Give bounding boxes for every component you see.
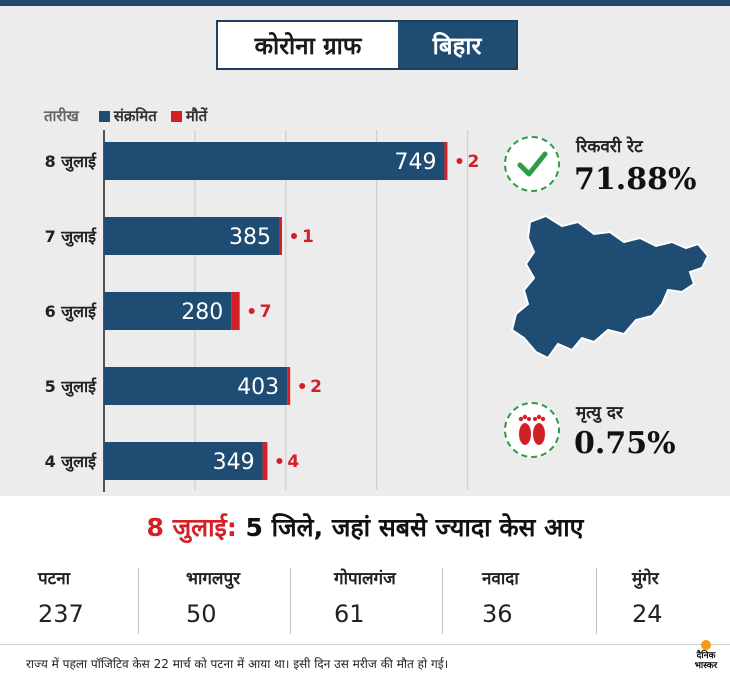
top-accent-bar bbox=[0, 0, 730, 6]
district-value: 50 bbox=[186, 600, 217, 628]
district-name: नवादा bbox=[482, 569, 519, 589]
district-value: 36 bbox=[482, 600, 513, 628]
brand-logo: दैनिक भास्कर bbox=[686, 640, 726, 671]
districts-list: पटना 237 भागलपुर 50 गोपालगंज 61 नवादा 36… bbox=[0, 562, 730, 642]
districts-title-date: 8 जुलाई: bbox=[146, 513, 237, 542]
infected-value-label: 403 bbox=[237, 375, 279, 400]
bihar-map-icon bbox=[510, 214, 710, 360]
logo-line-1: दैनिक bbox=[696, 651, 716, 661]
deaths-value-label: 4 bbox=[287, 452, 299, 472]
chart-legend: तारीख संक्रमित मौतें bbox=[44, 106, 221, 126]
death-dot bbox=[291, 233, 297, 239]
deaths-value-label: 2 bbox=[467, 152, 479, 172]
deaths-value-label: 7 bbox=[260, 302, 272, 322]
legend-infected-label: संक्रमित bbox=[113, 107, 157, 125]
title-box: कोरोना ग्राफ बिहार bbox=[216, 20, 518, 70]
category-label: 5 जुलाई bbox=[45, 377, 98, 397]
death-dot bbox=[276, 458, 283, 464]
district-name: गोपालगंज bbox=[334, 569, 396, 589]
deaths-value-label: 1 bbox=[302, 227, 314, 247]
infected-bar bbox=[104, 292, 232, 330]
infected-value-label: 349 bbox=[213, 450, 255, 475]
check-icon bbox=[504, 136, 560, 192]
infected-value-label: 749 bbox=[394, 150, 436, 175]
district-name: मुंगेर bbox=[632, 569, 659, 589]
death-dot bbox=[248, 308, 255, 314]
sun-icon bbox=[701, 640, 711, 650]
category-label: 8 जुलाई bbox=[45, 152, 98, 172]
deaths-bar bbox=[444, 142, 448, 180]
divider bbox=[442, 568, 443, 634]
logo-line-2: भास्कर bbox=[694, 661, 718, 671]
legend-item-infected: संक्रमित bbox=[98, 106, 157, 126]
state-label: बिहार bbox=[398, 22, 516, 68]
legend-item-deaths: मौतें bbox=[170, 106, 208, 126]
infected-bar bbox=[104, 442, 263, 480]
deaths-bar bbox=[279, 217, 282, 255]
death-rate-value: 0.75% bbox=[574, 426, 676, 461]
recovery-rate-value: 71.88% bbox=[574, 162, 697, 197]
date-axis-label: तारीख bbox=[44, 107, 79, 125]
footer: राज्य में पहला पॉजिटिव केस 22 मार्च को प… bbox=[0, 644, 730, 681]
infected-value-label: 280 bbox=[181, 300, 223, 325]
divider bbox=[596, 568, 597, 634]
deaths-bar bbox=[231, 292, 240, 330]
district-value: 237 bbox=[38, 600, 84, 628]
deaths-swatch bbox=[170, 110, 182, 122]
footer-note: राज्य में पहला पॉजिटिव केस 22 मार्च को प… bbox=[26, 657, 449, 671]
category-label: 6 जुलाई bbox=[45, 302, 98, 322]
death-dot bbox=[299, 383, 306, 389]
infected-value-label: 385 bbox=[229, 225, 271, 250]
district-name: भागलपुर bbox=[186, 569, 241, 589]
district-name: पटना bbox=[38, 569, 71, 589]
recovery-rate-label: रिकवरी रेट bbox=[576, 137, 643, 157]
infected-bar bbox=[104, 142, 445, 180]
deaths-bar bbox=[262, 442, 268, 480]
footprints-icon bbox=[504, 402, 560, 458]
infected-swatch bbox=[98, 110, 110, 122]
districts-title: 8 जुलाई: 5 जिले, जहां सबसे ज्यादा केस आए bbox=[0, 510, 730, 544]
districts-title-text: 5 जिले, जहां सबसे ज्यादा केस आए bbox=[236, 513, 584, 542]
page-title: कोरोना ग्राफ bbox=[254, 31, 362, 60]
infected-bar bbox=[104, 367, 288, 405]
district-value: 61 bbox=[334, 600, 365, 628]
deaths-bar bbox=[287, 367, 291, 405]
category-label: 4 जुलाई bbox=[45, 452, 98, 472]
category-label: 7 जुलाई bbox=[45, 227, 98, 247]
district-value: 24 bbox=[632, 600, 663, 628]
divider bbox=[290, 568, 291, 634]
bar-chart: 8 जुलाई 749 2 7 जुलाई 385 1 6 जुलाई 280 7 5 जुलाई… bbox=[45, 130, 479, 492]
death-rate-label: मृत्यु दर bbox=[576, 403, 623, 423]
deaths-value-label: 2 bbox=[310, 377, 322, 397]
infected-bar bbox=[104, 217, 279, 255]
divider bbox=[138, 568, 139, 634]
legend-deaths-label: मौतें bbox=[185, 107, 208, 125]
death-dot bbox=[456, 158, 463, 164]
